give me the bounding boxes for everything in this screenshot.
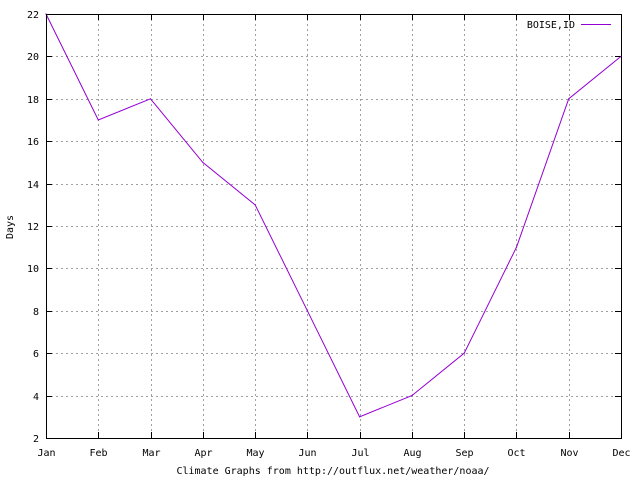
- series-line-boise: [45, 13, 622, 418]
- x-tick-label: Apr: [194, 448, 212, 459]
- y-tick-label: 4: [33, 392, 39, 403]
- legend: BOISE,ID: [527, 20, 611, 31]
- y-tick-label: 18: [27, 95, 39, 106]
- series-lines: [45, 13, 622, 418]
- x-tick-label: Aug: [403, 448, 421, 459]
- y-tick-label: 10: [27, 264, 39, 275]
- y-axis-label: Days: [5, 215, 16, 239]
- x-tick-label: Sep: [455, 448, 473, 459]
- y-tick-label: 16: [27, 137, 39, 148]
- x-tick-label: Jun: [298, 448, 316, 459]
- data-point: [515, 246, 518, 248]
- data-point: [463, 352, 465, 354]
- plot-frame: [46, 14, 622, 439]
- data-point: [254, 204, 256, 206]
- x-tick-label: Jan: [37, 448, 55, 459]
- data-point: [149, 98, 152, 100]
- data-point: [359, 416, 361, 418]
- y-tick-label: 12: [27, 222, 39, 233]
- x-axis-label: Climate Graphs from http://outflux.net/w…: [176, 466, 489, 477]
- y-tick-label: 20: [27, 52, 39, 63]
- data-point: [306, 310, 308, 312]
- x-tick-label: Feb: [89, 448, 107, 459]
- data-point: [568, 98, 570, 100]
- x-tick-label: May: [246, 448, 264, 459]
- data-point: [97, 119, 99, 121]
- y-tick-label: 2: [33, 434, 39, 445]
- grid: [46, 14, 621, 438]
- x-tick-label: Nov: [560, 448, 578, 459]
- x-tick-label: Oct: [507, 448, 525, 459]
- y-tick-label: 6: [33, 349, 39, 360]
- y-tick-label: 14: [27, 180, 39, 191]
- y-tick-label: 8: [33, 307, 39, 318]
- y-axis-ticks: 2 4 6 8 10 12 14 16 18 20 22: [27, 10, 621, 445]
- x-tick-label: Jul: [351, 448, 369, 459]
- data-point: [202, 161, 204, 163]
- y-tick-label: 22: [27, 10, 39, 21]
- x-tick-label: Dec: [612, 448, 630, 459]
- data-point: [411, 395, 413, 397]
- x-axis-ticks: Jan Feb Mar Apr May Jun Jul Aug Sep Oct Nov Dec: [37, 14, 631, 459]
- x-tick-label: Mar: [142, 448, 160, 459]
- legend-label-boise: BOISE,ID: [527, 20, 575, 31]
